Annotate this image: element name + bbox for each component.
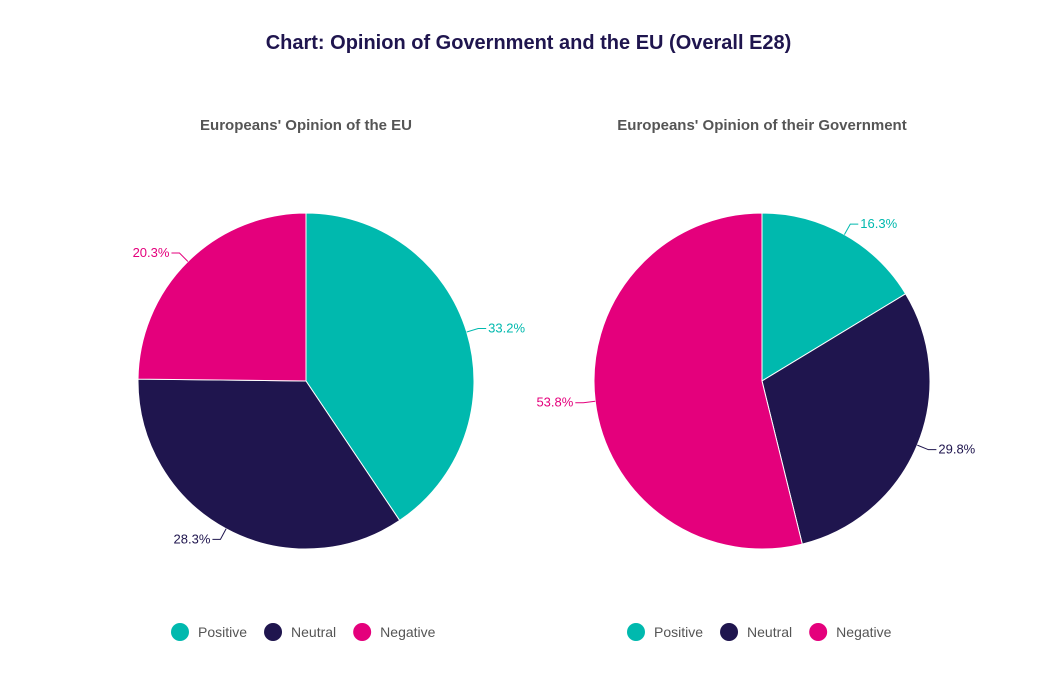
leader-line bbox=[843, 223, 859, 235]
pie-chart-1: Europeans' Opinion of the EU 33.2% 28.3% 20… bbox=[133, 117, 525, 641]
data-label-negative: 53.8% bbox=[536, 395, 573, 410]
pie-slice-positive[interactable] bbox=[305, 212, 475, 522]
legend: Positive Neutral Negative bbox=[627, 623, 892, 641]
pie-slice-negative[interactable] bbox=[137, 212, 307, 382]
legend-label: Negative bbox=[380, 624, 435, 640]
legend-item-positive[interactable]: Positive bbox=[627, 623, 703, 641]
data-label-neutral: 29.8% bbox=[938, 442, 975, 457]
legend-marker bbox=[264, 623, 283, 641]
legend-label: Positive bbox=[198, 624, 247, 640]
data-label-neutral: 28.3% bbox=[174, 531, 211, 546]
legend: Positive Neutral Negative bbox=[171, 623, 436, 641]
data-label-positive: 16.3% bbox=[860, 216, 897, 231]
main-title: Chart: Opinion of Government and the EU … bbox=[265, 32, 792, 54]
leader-line bbox=[917, 444, 937, 451]
legend-label: Positive bbox=[654, 624, 703, 640]
legend-marker bbox=[720, 623, 739, 641]
legend-label: Neutral bbox=[747, 624, 792, 640]
leader-line bbox=[466, 328, 487, 333]
pie-slice-neutral[interactable] bbox=[137, 378, 401, 550]
legend-label: Neutral bbox=[291, 624, 336, 640]
legend-item-negative[interactable]: Negative bbox=[809, 623, 892, 641]
leader-line bbox=[171, 252, 189, 262]
leader-line bbox=[575, 400, 596, 404]
legend-marker bbox=[809, 623, 828, 641]
pie-slice-positive[interactable] bbox=[761, 212, 907, 382]
legend-item-neutral[interactable]: Neutral bbox=[264, 623, 336, 641]
pie-chart-2: Europeans' Opinion of their Government 16… bbox=[536, 117, 976, 641]
data-label-negative: 20.3% bbox=[133, 245, 170, 260]
legend-marker bbox=[627, 623, 645, 641]
legend-item-neutral[interactable]: Neutral bbox=[720, 623, 792, 641]
legend-item-positive[interactable]: Positive bbox=[171, 623, 247, 641]
pie-title: Europeans' Opinion of the EU bbox=[200, 117, 412, 134]
leader-line bbox=[212, 528, 227, 540]
legend-marker bbox=[353, 623, 372, 641]
legend-label: Negative bbox=[836, 624, 891, 640]
pie-title: Europeans' Opinion of their Government bbox=[617, 117, 906, 134]
pie-slice-negative[interactable] bbox=[593, 212, 803, 550]
legend-marker bbox=[171, 623, 189, 641]
legend-item-negative[interactable]: Negative bbox=[353, 623, 436, 641]
data-label-positive: 33.2% bbox=[488, 321, 525, 336]
